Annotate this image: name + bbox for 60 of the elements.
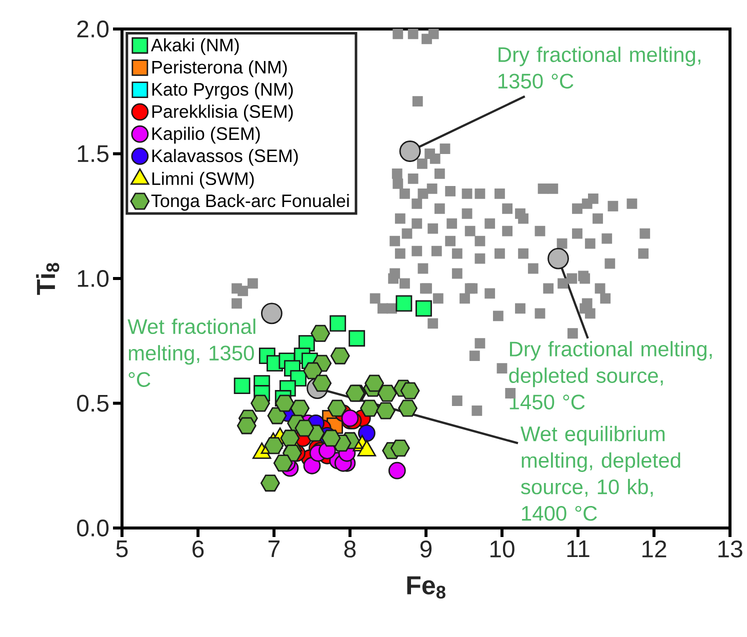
y-tick-label: 2.0 [77, 20, 109, 38]
x-tick-label: 5 [116, 540, 128, 558]
annotation: Dry fractional melting, 1350 °C [498, 46, 700, 89]
point [396, 295, 412, 312]
x-tick-label: 8 [344, 540, 356, 558]
point [327, 400, 347, 417]
point [398, 400, 418, 417]
y-axis-title: Ti$_{8}$ [36, 262, 60, 295]
point [376, 402, 396, 420]
point [399, 140, 421, 162]
legend-label: Limni (SWM) [152, 172, 254, 189]
y-tick-label: 1.5 [78, 145, 108, 162]
point [267, 407, 287, 424]
point [312, 374, 332, 392]
legend-label: Peristerona (NM) [152, 60, 287, 78]
point [290, 400, 310, 417]
point [236, 417, 256, 434]
x-tick-label: 12 [642, 540, 666, 558]
point [261, 302, 282, 324]
point [330, 347, 350, 364]
point [348, 330, 366, 347]
point [548, 248, 569, 270]
point [364, 374, 384, 392]
point [294, 420, 314, 437]
point [303, 362, 322, 380]
point [274, 394, 294, 412]
x-tick-label: 10 [490, 540, 514, 558]
legend-label: Kalavassos (SEM) [152, 148, 298, 166]
point [341, 410, 359, 427]
point [264, 437, 284, 454]
annotation: Wet fractional melting, 1350 °C [128, 318, 256, 388]
point [390, 440, 410, 457]
point [358, 424, 376, 442]
point [303, 456, 321, 474]
point [250, 394, 270, 412]
point [400, 382, 420, 400]
point [388, 462, 406, 480]
point [260, 474, 280, 492]
x-tick-label: 9 [420, 540, 432, 558]
x-tick-label: 13 [718, 540, 742, 558]
point [234, 378, 250, 394]
x-axis-title: Fe$_{8}$ [407, 576, 446, 599]
x-tick-label: 11 [567, 540, 590, 558]
legend-label: Kato Pyrgos (NM) [152, 82, 293, 100]
point [330, 315, 346, 332]
y-tick-label: 1.0 [78, 270, 109, 287]
legend-label: Kapilio (SEM) [152, 126, 260, 144]
point [280, 430, 300, 447]
y-tick-label: 0.5 [77, 394, 108, 412]
legend-label: Akaki (NM) [150, 38, 239, 56]
legend-label: Parekklisia (SEM) [152, 104, 293, 122]
y-tick-label: 0.0 [77, 520, 109, 536]
point [310, 324, 330, 342]
x-tick-label: 7 [268, 540, 280, 558]
point [378, 384, 397, 402]
annotation: Wet equilibrium melting, depleted source, 10 kb, 1400 °C [520, 426, 680, 521]
point [416, 300, 432, 317]
point [360, 400, 380, 417]
legend-label: Tonga Back-arc Fonualei [151, 194, 349, 211]
x-tick-label: 6 [192, 540, 204, 558]
